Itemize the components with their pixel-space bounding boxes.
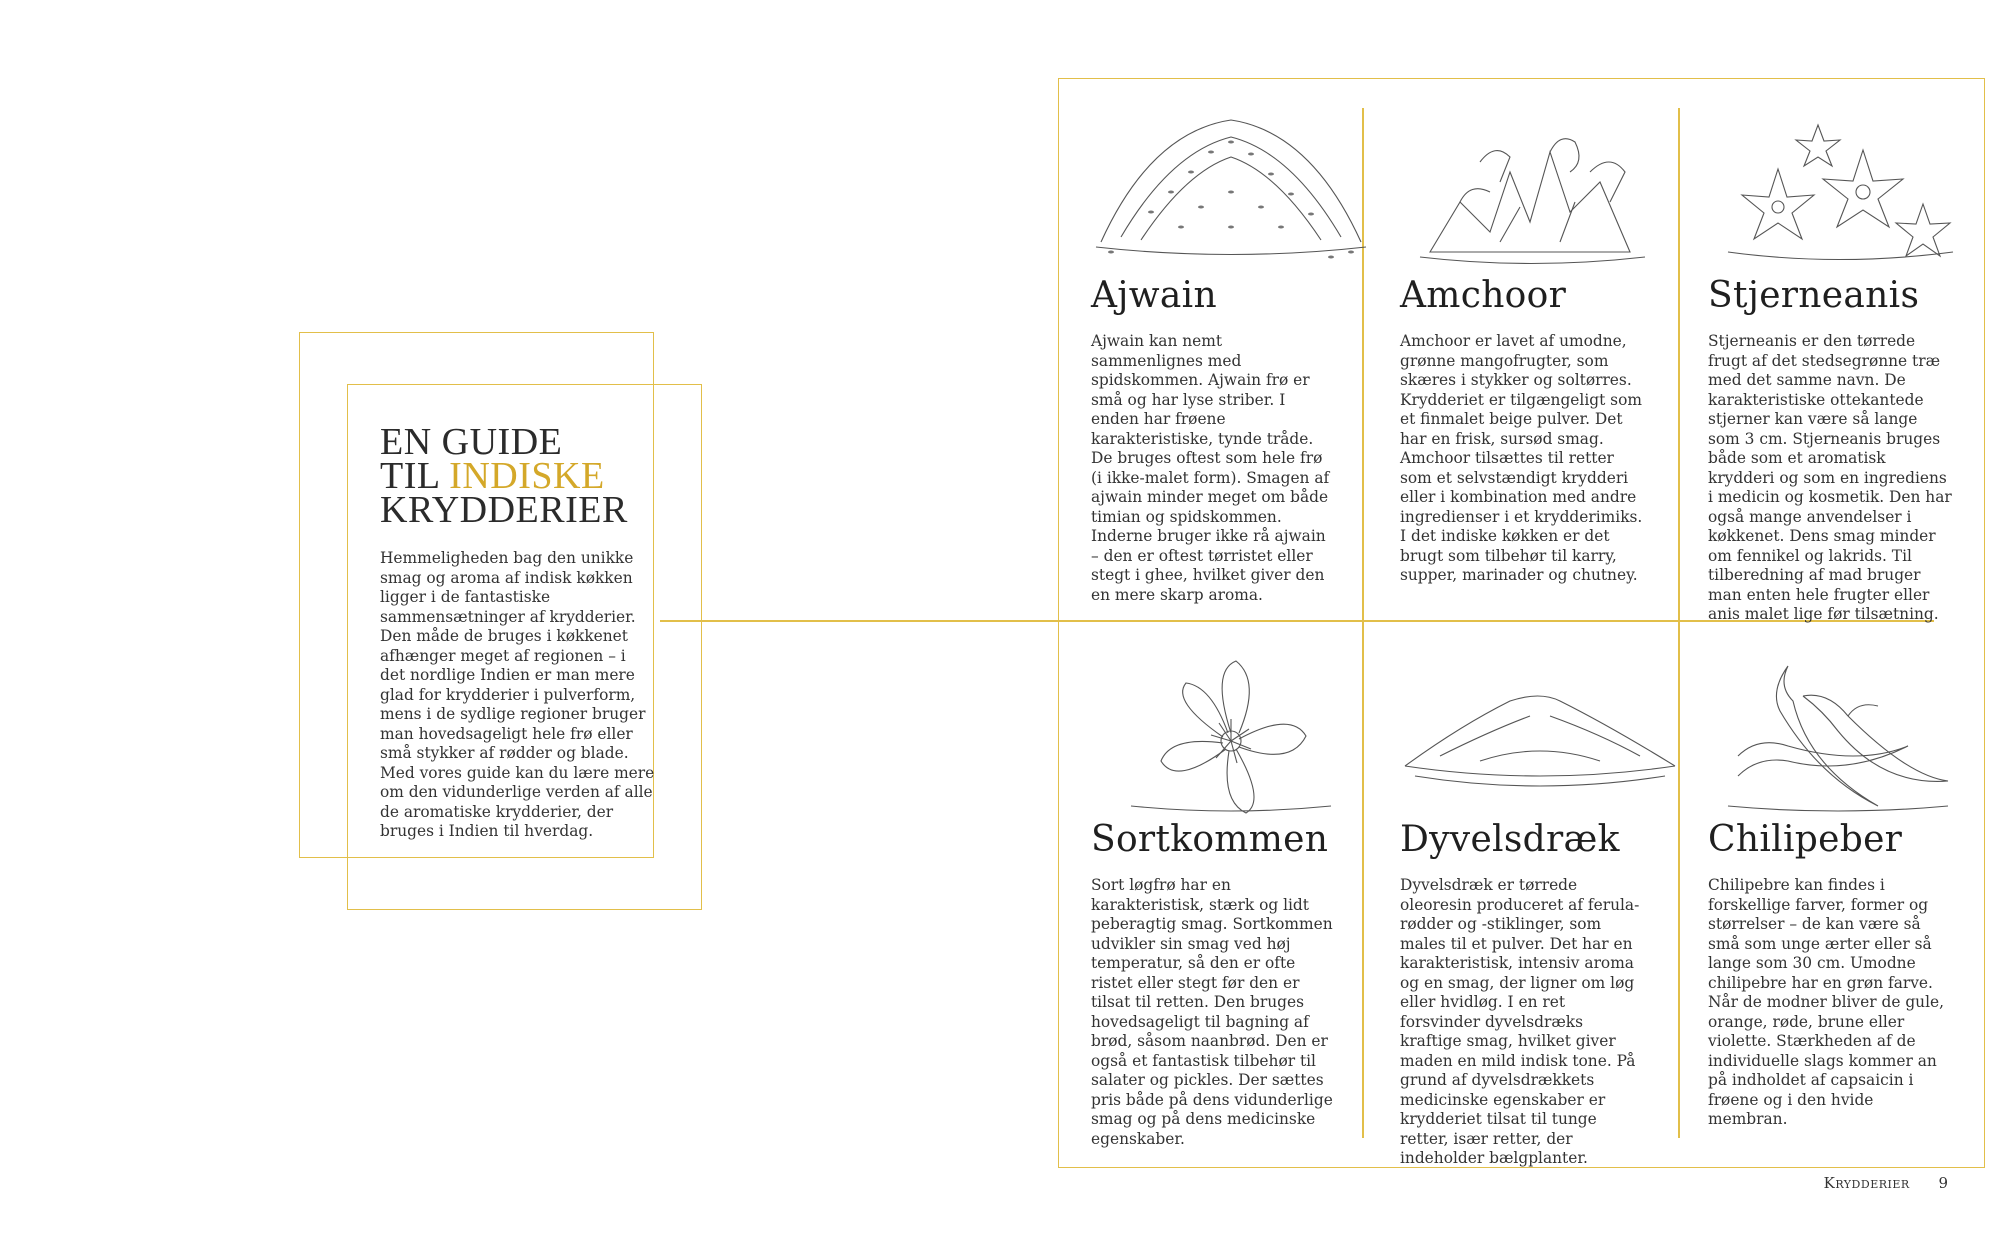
dried-mango-illustration xyxy=(1400,112,1646,274)
powder-pile-illustration xyxy=(1400,656,1676,818)
title-line-2-prefix: TIL xyxy=(380,455,450,497)
horizontal-divider xyxy=(660,620,1934,622)
seed-pile-illustration xyxy=(1091,112,1367,274)
title-highlight: INDISKE xyxy=(449,455,605,497)
chili-peppers-illustration xyxy=(1708,656,1953,818)
title-line-3: KRYDDERIER xyxy=(380,489,628,531)
spice-card-sortkommen: Sortkommen Sort løgfrø har en karakteris… xyxy=(1091,656,1336,1149)
spice-name: Sortkommen xyxy=(1091,819,1329,860)
star-anise-illustration xyxy=(1708,112,1954,274)
spice-description: Dyvelsdræk er tørrede oleoresin producer… xyxy=(1400,876,1640,1167)
spice-grid-frame xyxy=(1058,78,1985,1168)
intro-frame-outer xyxy=(299,332,654,858)
spice-card-chilipeber: Chilipeber Chilipebre kan findes i forsk… xyxy=(1708,656,1953,1130)
intro-frame-inner xyxy=(347,384,702,910)
footer-section-title: Krydderier xyxy=(1823,1174,1910,1192)
column-divider-2 xyxy=(1678,108,1680,1138)
intro-paragraph: Hemmeligheden bag den unikke smag og aro… xyxy=(380,549,655,840)
column-divider-1 xyxy=(1362,108,1364,1138)
spice-card-stjerneanis: Stjerneanis Stjerneanis er den tørrede f… xyxy=(1708,112,1954,625)
spice-card-dyvelsdraek: Dyvelsdræk Dyvelsdræk er tørrede oleores… xyxy=(1400,656,1676,1169)
spice-name: Amchoor xyxy=(1400,275,1567,316)
spice-card-amchoor: Amchoor Amchoor er lavet af umodne, grøn… xyxy=(1400,112,1646,586)
spice-description: Stjerneanis er den tørrede frugt af det … xyxy=(1708,332,1952,623)
spice-name: Ajwain xyxy=(1091,275,1217,316)
spice-description: Sort løgfrø har en karakteristisk, stærk… xyxy=(1091,876,1333,1148)
nigella-flower-illustration xyxy=(1091,656,1336,818)
spice-card-ajwain: Ajwain Ajwain kan nemt sammenlignes med … xyxy=(1091,112,1367,605)
spice-description: Amchoor er lavet af umodne, grønne mango… xyxy=(1400,332,1643,584)
intro-section: EN GUIDE TIL INDISKE KRYDDERIER Hemmelig… xyxy=(380,423,655,857)
page-footer: Krydderier 9 xyxy=(1824,1174,1948,1192)
spice-name: Dyvelsdræk xyxy=(1400,819,1620,860)
spice-description: Ajwain kan nemt sammenlignes med spidsko… xyxy=(1091,332,1330,604)
spice-name: Stjerneanis xyxy=(1708,275,1920,316)
title-line-1: EN GUIDE xyxy=(380,421,563,463)
page-title: EN GUIDE TIL INDISKE KRYDDERIER xyxy=(380,423,655,529)
page-number: 9 xyxy=(1938,1174,1948,1192)
spice-description: Chilipebre kan findes i forskellige farv… xyxy=(1708,876,1945,1128)
spice-name: Chilipeber xyxy=(1708,819,1903,860)
